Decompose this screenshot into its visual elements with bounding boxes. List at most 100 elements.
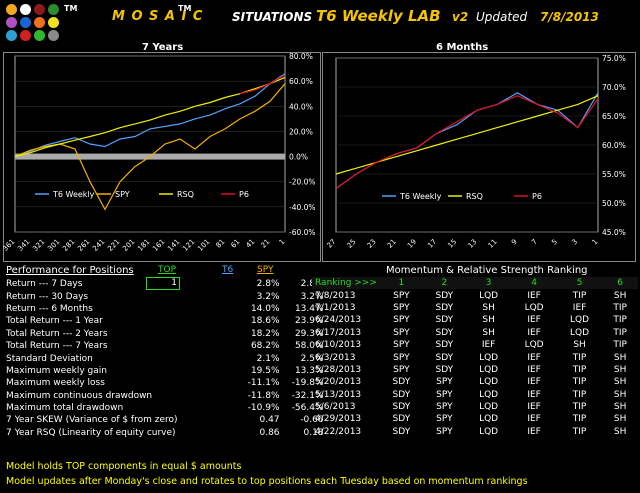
ranking-date: 7/8/2013	[315, 290, 356, 301]
logo-dot	[20, 4, 31, 15]
legend-entry: P6	[532, 192, 542, 201]
perf-label: 7 Year SKEW (Variance of $ from zero)	[6, 415, 178, 426]
ranking-ticker: LQD	[479, 364, 499, 375]
ranking-ticker: SPY	[393, 302, 410, 313]
x-tick-label: 61	[229, 238, 241, 250]
ranking-ticker: LQD	[479, 352, 499, 363]
y-tick-label: 80.0%	[289, 52, 313, 61]
chart-7years-title: 7 Years	[142, 42, 184, 53]
situations-title: SITUATIONS	[232, 10, 313, 24]
legend-entry: T6 Weekly	[399, 192, 442, 201]
ranking-date: 6/24/2013	[315, 315, 362, 326]
x-tick-label: 7	[530, 238, 539, 247]
perf-label: Standard Deviation	[6, 353, 93, 364]
y-tick-label: -20.0%	[289, 178, 316, 187]
ranking-row: 7/1/2013 SPY SDY SH LQD IEF TIP	[312, 302, 638, 314]
ranking-ticker: SH	[613, 426, 627, 437]
perf-t6: -10.9%	[247, 403, 280, 414]
logo-dot	[34, 30, 45, 41]
tm-mark-2: TM	[178, 4, 192, 13]
ranking-ticker: SDY	[392, 426, 411, 437]
ranking-ticker: SH	[573, 340, 586, 351]
ranking-ticker: TIP	[572, 389, 587, 400]
perf-t6: 19.5%	[250, 365, 280, 376]
logo-dot	[34, 4, 45, 15]
legend-entry: T6 Weekly	[52, 190, 95, 199]
ranking-ticker: LQD	[524, 340, 544, 351]
logo-dot	[20, 30, 31, 41]
perf-label: Total Return --- 2 Years	[6, 328, 108, 339]
ranking-ticker: SH	[482, 302, 495, 313]
ranking-ticker: LQD	[570, 327, 590, 338]
y-tick-label: -40.0%	[289, 203, 316, 212]
legend-entry: RSQ	[466, 192, 483, 201]
ranking-row: 5/13/2013 SDY SPY LQD IEF TIP SH	[312, 389, 638, 401]
y-tick-label: 60.0%	[289, 77, 313, 86]
ranking-ticker: IEF	[527, 315, 541, 326]
perf-label: 7 Year RSQ (Linearity of equity curve)	[6, 427, 176, 438]
ranking-ticker: TIP	[572, 414, 587, 425]
ranking-ticker: SDY	[435, 340, 454, 351]
ranking-ticker: TIP	[572, 290, 587, 301]
perf-row: Maximum total drawdown -10.9% -56.4%	[3, 402, 327, 414]
perf-row: Return --- 30 Days 3.2% 3.2%	[3, 290, 327, 302]
perf-spy: 3.2%	[300, 291, 324, 302]
ranking-ticker: IEF	[527, 364, 541, 375]
ranking-ticker: TIP	[572, 426, 587, 437]
y-tick-label: 75.0%	[602, 54, 626, 63]
version-label: v2	[452, 10, 469, 24]
chart-6months: 45.0% 50.0% 55.0% 60.0% 65.0% 70.0% 75.0% 27 25 2…	[322, 52, 636, 262]
ranking-row: 4/29/2013 SDY SPY LQD IEF TIP SH	[312, 413, 638, 425]
y-tick-label: 45.0%	[602, 228, 626, 237]
x-tick-label: 1	[591, 238, 600, 247]
perf-row: Return --- 6 Months 14.0% 13.4%	[3, 303, 327, 315]
logo-dot	[6, 17, 17, 28]
ranking-ticker: SH	[613, 377, 627, 388]
ranking-ticker: SH	[613, 389, 627, 400]
x-tick-label: 1	[278, 238, 287, 247]
ranking-ticker: TIP	[572, 352, 587, 363]
y-tick-label: 0.0%	[289, 153, 308, 162]
ranking-ticker: SH	[613, 414, 627, 425]
perf-spy: 58.0%	[294, 341, 324, 352]
ranking-ticker: TIP	[572, 377, 587, 388]
ranking-ticker: SH	[482, 327, 495, 338]
ranking-ticker: SDY	[435, 352, 454, 363]
series-line-t6-weekly	[14, 73, 286, 158]
y-tick-label: 50.0%	[602, 199, 626, 208]
y-tick-label: 60.0%	[602, 141, 626, 150]
ranking-table: Ranking >>> 1 2 3 4 5 6 7/8/2013 SPY SDY LQD IEF TIP…	[312, 277, 638, 438]
top-input[interactable]: 1	[146, 277, 180, 290]
perf-title: Performance for Positions	[6, 265, 134, 276]
ranking-rank-num: 3	[485, 278, 492, 289]
ranking-ticker: SPY	[436, 389, 453, 400]
ranking-ticker: SDY	[435, 302, 454, 313]
ranking-title: Momentum & Relative Strength Ranking	[386, 265, 588, 276]
plot-area	[14, 55, 286, 233]
perf-label: Maximum continuous drawdown	[6, 390, 153, 401]
chart-7years: -60.0% -40.0% -20.0% 0.0% 20.0% 40.0% 60.0% 80.…	[3, 52, 321, 262]
x-tick-label: 23	[366, 238, 378, 250]
ranking-ticker: SPY	[393, 340, 410, 351]
ranking-ticker: IEF	[527, 426, 541, 437]
x-tick-label: 13	[467, 238, 479, 250]
ranking-ticker: TIP	[572, 364, 587, 375]
perf-t6: 0.86	[259, 427, 280, 438]
y-tick-label: 70.0%	[602, 83, 626, 92]
ranking-row: 4/22/2013 SDY SPY LQD IEF TIP SH	[312, 426, 638, 438]
ranking-ticker: IEF	[527, 389, 541, 400]
perf-spy: -32.1%	[291, 390, 324, 401]
perf-label: Return --- 30 Days	[6, 291, 89, 302]
ranking-ticker: LQD	[479, 426, 499, 437]
ranking-ticker: IEF	[527, 377, 541, 388]
perf-row: Maximum weekly gain 19.5% 13.3%	[3, 365, 327, 377]
ranking-row: 6/10/2013 SPY SDY IEF LQD SH TIP	[312, 339, 638, 351]
x-tick-label: 19	[406, 238, 418, 250]
y-tick-label: 20.0%	[289, 127, 313, 136]
ranking-ticker: SPY	[393, 290, 410, 301]
perf-spy: 29.3%	[294, 328, 324, 339]
perf-spy: 13.4%	[294, 303, 324, 314]
ranking-ticker: SPY	[393, 364, 410, 375]
legend-entry: SPY	[115, 190, 130, 199]
x-tick-label: 21	[259, 238, 271, 250]
